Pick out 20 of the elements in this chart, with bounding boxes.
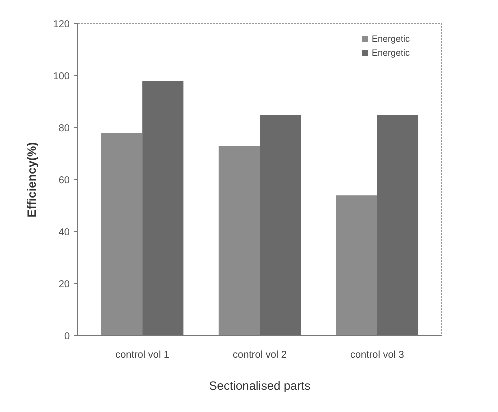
y-tick-label: 20 [58, 280, 70, 290]
legend-label: Energetic [372, 34, 411, 44]
y-tick-label: 0 [64, 332, 70, 342]
y-tick-label: 120 [53, 20, 70, 30]
bar [377, 115, 419, 336]
x-tick-label: control vol 2 [233, 350, 288, 361]
y-tick-label: 40 [58, 228, 70, 238]
x-tick-label: control vol 3 [350, 350, 405, 361]
bar [336, 196, 378, 336]
x-tick-label: control vol 1 [116, 350, 170, 361]
bar [260, 115, 302, 336]
bar [101, 133, 143, 336]
y-tick-label: 60 [58, 176, 70, 186]
bar [218, 146, 260, 336]
y-axis-title: Efficiency(%) [25, 142, 39, 218]
bar [142, 81, 184, 336]
x-axis-title: Sectionalised parts [209, 379, 311, 393]
y-tick-label: 80 [58, 124, 70, 134]
legend-label: Energetic [372, 48, 411, 58]
y-tick-label: 100 [53, 72, 70, 82]
